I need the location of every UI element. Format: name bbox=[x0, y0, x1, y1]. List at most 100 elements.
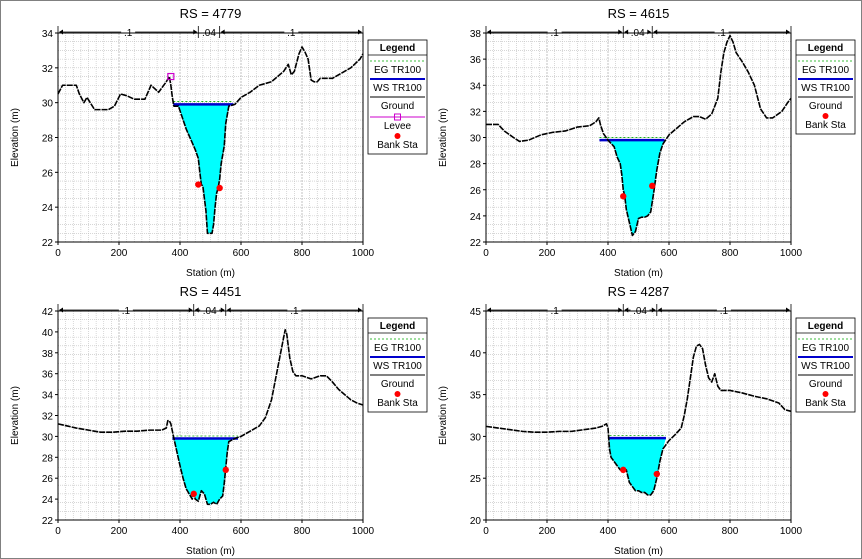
n-label-bg bbox=[200, 304, 220, 315]
legend: Legend EG TR100 WS TR100 Ground Bank Sta bbox=[795, 317, 856, 413]
y-tick-label: 36 bbox=[470, 55, 482, 66]
legend-label: Ground bbox=[381, 379, 414, 390]
n-arrow-right bbox=[220, 307, 225, 313]
chart-panel: RS = 4287.1.04.10 200 400 600 800 10002025303… bbox=[438, 284, 856, 557]
legend-title: Legend bbox=[808, 321, 844, 332]
y-tick-label: 34 bbox=[470, 81, 482, 92]
y-tick-label: 30 bbox=[42, 432, 54, 443]
water-fill bbox=[599, 140, 665, 236]
x-tick-label: 800 bbox=[294, 526, 311, 537]
y-tick-label: 24 bbox=[470, 212, 482, 223]
n-arrow-right bbox=[188, 307, 193, 313]
n-label-bg bbox=[716, 304, 731, 315]
x-tick-label: 0 bbox=[55, 248, 61, 259]
x-tick-label: 400 bbox=[600, 248, 617, 259]
n-label-bg bbox=[547, 26, 562, 37]
legend-label: Ground bbox=[381, 101, 414, 112]
y-tick-label: 28 bbox=[42, 134, 54, 145]
y-tick-label: 30 bbox=[470, 432, 482, 443]
x-tick-label: 600 bbox=[233, 526, 250, 537]
n-arrow-left bbox=[487, 29, 491, 35]
y-tick-label: 22 bbox=[42, 238, 54, 249]
y-tick-label: 38 bbox=[470, 29, 482, 40]
x-tick-label: 1000 bbox=[780, 526, 803, 537]
y-tick-label: 20 bbox=[470, 516, 482, 527]
y-axis-label: Elevation (m) bbox=[10, 386, 21, 445]
n-arrow-right bbox=[618, 307, 623, 313]
water-fill bbox=[609, 438, 666, 495]
x-tick-label: 800 bbox=[294, 248, 311, 259]
y-tick-label: 28 bbox=[42, 453, 54, 464]
ground-line bbox=[57, 46, 364, 235]
legend-title: Legend bbox=[380, 321, 416, 332]
legend-label: Levee bbox=[384, 121, 412, 132]
bank-station-point bbox=[620, 193, 627, 200]
y-tick-label: 26 bbox=[42, 474, 54, 485]
n-label-bg bbox=[199, 26, 219, 37]
y-tick-label: 45 bbox=[470, 307, 482, 318]
n-arrow-right bbox=[618, 29, 623, 35]
n-label-bg bbox=[630, 304, 650, 315]
chart-title: RS = 4779 bbox=[180, 6, 242, 21]
y-tick-label: 30 bbox=[42, 99, 54, 110]
bank-station-point bbox=[649, 182, 656, 190]
legend-label: Bank Sta bbox=[377, 140, 418, 151]
bank-station-point bbox=[190, 490, 197, 498]
y-tick-label: 24 bbox=[42, 495, 54, 506]
legend: Legend EG TR100 WS TR100 Ground Levee Bank St… bbox=[367, 39, 428, 155]
x-axis-label: Station (m) bbox=[614, 268, 663, 279]
y-axis-label: Elevation (m) bbox=[438, 108, 449, 167]
water-fill bbox=[173, 104, 234, 234]
n-arrow-left bbox=[220, 29, 225, 35]
x-tick-label: 200 bbox=[539, 526, 556, 537]
x-axis-label: Station (m) bbox=[614, 546, 663, 557]
x-tick-label: 800 bbox=[722, 526, 739, 537]
y-axis-label: Elevation (m) bbox=[10, 108, 21, 167]
plot-border bbox=[485, 310, 792, 521]
n-label-bg bbox=[121, 26, 136, 37]
chart-panel: RS = 4451.1.04.10 200 400 600 800 10002224262… bbox=[10, 284, 428, 557]
chart-title: RS = 4615 bbox=[608, 6, 670, 21]
n-arrow-right bbox=[647, 29, 652, 35]
chart-title: RS = 4451 bbox=[180, 284, 242, 299]
y-tick-label: 26 bbox=[470, 186, 482, 197]
y-tick-label: 32 bbox=[42, 64, 54, 75]
y-tick-label: 36 bbox=[42, 370, 54, 381]
legend-label: WS TR100 bbox=[801, 361, 850, 372]
n-label-bg bbox=[284, 26, 299, 37]
n-arrow-right bbox=[786, 307, 790, 313]
n-arrow-left bbox=[624, 29, 629, 35]
legend-label: EG TR100 bbox=[802, 65, 849, 76]
legend-label: Ground bbox=[809, 101, 842, 112]
x-tick-label: 200 bbox=[111, 526, 128, 537]
legend-swatch-bank-sta bbox=[822, 391, 829, 397]
x-tick-label: 600 bbox=[661, 248, 678, 259]
n-arrow-left bbox=[59, 29, 63, 35]
legend-label: Ground bbox=[809, 379, 842, 390]
y-tick-label: 24 bbox=[42, 203, 54, 214]
x-tick-label: 600 bbox=[661, 526, 678, 537]
chart-panel: RS = 4779.1.04.10 200 400 600 800 10002224262… bbox=[10, 6, 428, 279]
chart-title: RS = 4287 bbox=[608, 284, 670, 299]
x-tick-label: 0 bbox=[483, 526, 489, 537]
bank-station-point bbox=[195, 181, 202, 188]
y-tick-label: 40 bbox=[42, 328, 54, 339]
legend-label: WS TR100 bbox=[373, 83, 422, 94]
legend-label: Bank Sta bbox=[377, 398, 418, 409]
n-arrow-right bbox=[786, 29, 790, 35]
n-label-bg bbox=[287, 304, 302, 315]
x-tick-label: 800 bbox=[722, 248, 739, 259]
x-tick-label: 0 bbox=[55, 526, 61, 537]
n-arrow-left bbox=[657, 307, 662, 313]
legend-label: Bank Sta bbox=[805, 120, 846, 131]
y-tick-label: 22 bbox=[470, 238, 482, 249]
legend-swatch-bank-sta bbox=[394, 133, 401, 139]
legend-swatch-levee bbox=[394, 113, 401, 121]
legend-label: WS TR100 bbox=[373, 361, 422, 372]
legend-box bbox=[367, 317, 428, 413]
bank-station-point bbox=[216, 184, 223, 192]
x-tick-label: 400 bbox=[172, 248, 189, 259]
y-tick-label: 26 bbox=[42, 168, 54, 179]
n-label-bg bbox=[628, 26, 648, 37]
legend-title: Legend bbox=[808, 43, 844, 54]
